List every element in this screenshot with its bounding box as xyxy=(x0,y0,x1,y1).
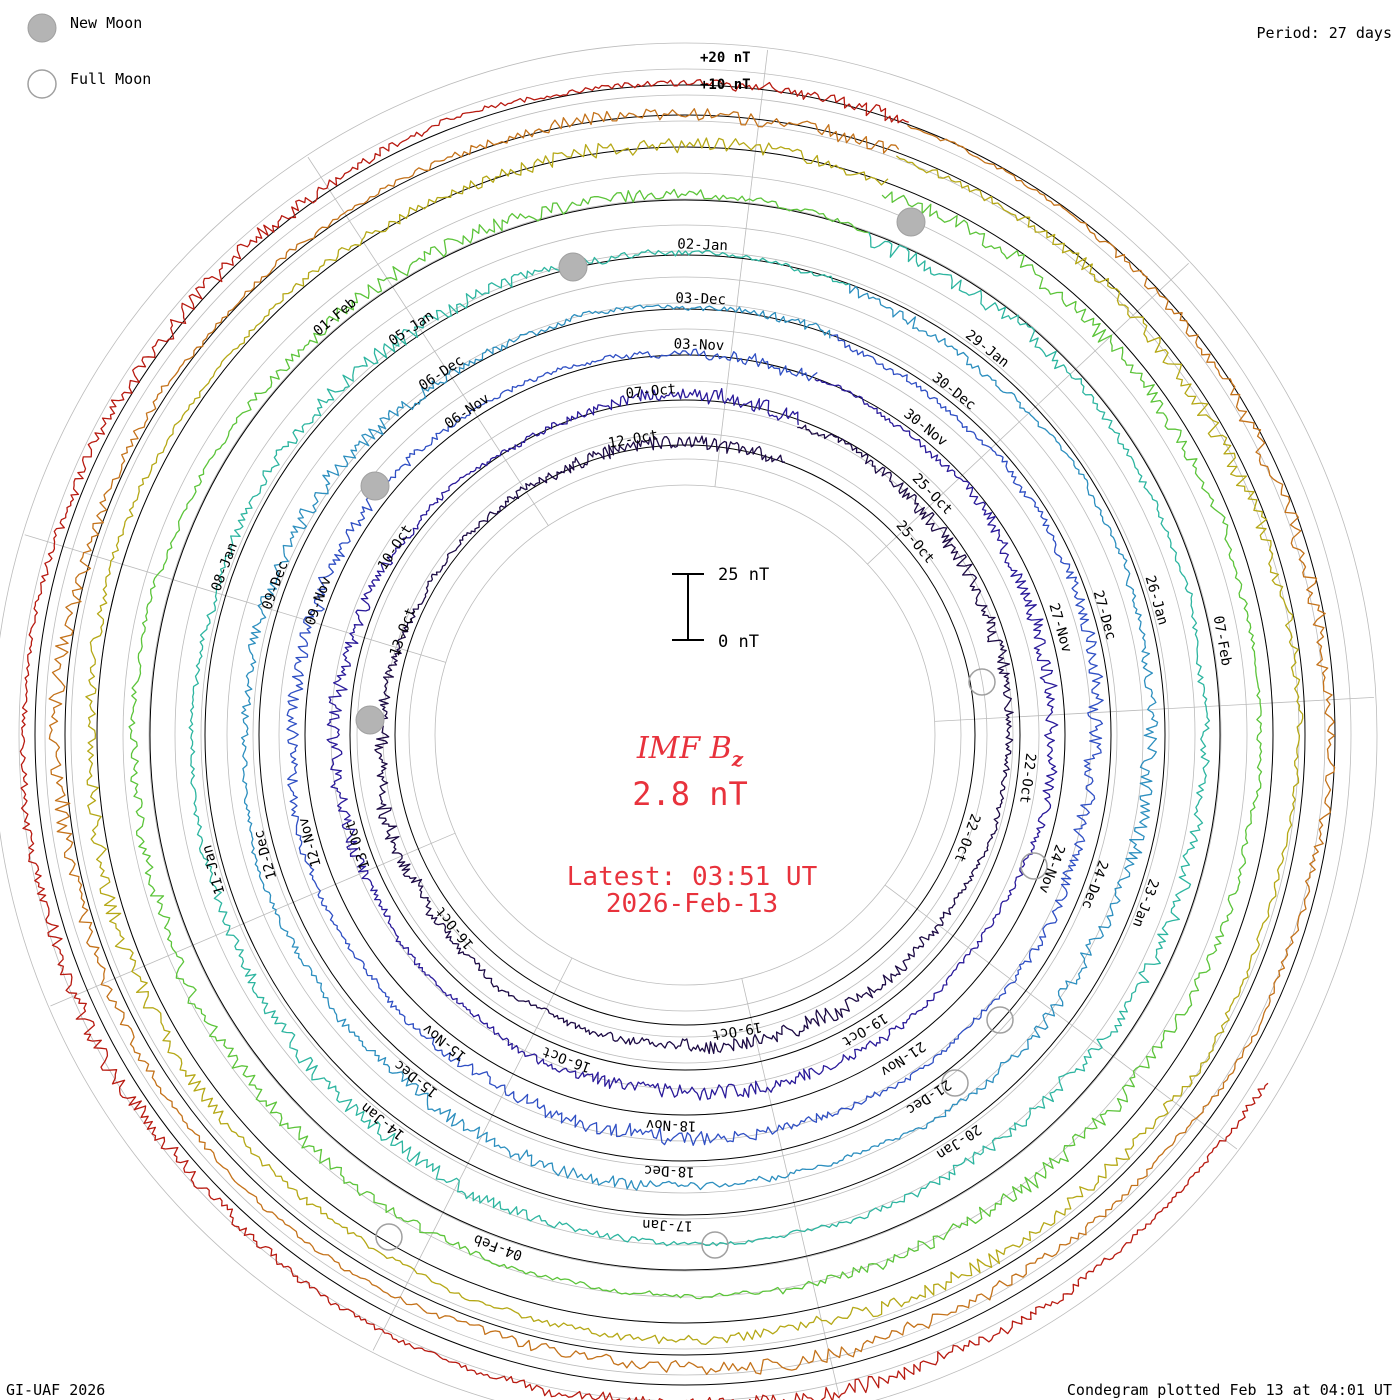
new-moon-marker xyxy=(558,252,588,282)
zero-ring xyxy=(149,199,1221,1271)
grid-circle xyxy=(148,198,1222,1272)
date-label: 09-Dec xyxy=(259,559,291,612)
grid-circle xyxy=(252,302,1118,1168)
readout-value: 2.8 nT xyxy=(632,775,748,813)
date-label: 25-Oct xyxy=(909,471,956,518)
new-moon-marker xyxy=(355,705,385,735)
date-label: 25-Oct xyxy=(893,518,938,567)
grid-spoke xyxy=(50,832,456,1007)
grid-spoke xyxy=(934,696,1374,722)
grid-circle xyxy=(18,68,1352,1400)
date-label: 23-Jan xyxy=(1129,876,1161,929)
date-label: 07-Feb xyxy=(1210,615,1234,668)
zero-ring xyxy=(34,84,1336,1386)
scale-bar-bottom-label: 0 nT xyxy=(718,632,759,652)
new-moon-marker xyxy=(896,207,926,237)
date-label: 16-Oct xyxy=(433,903,478,952)
grid-circle xyxy=(174,224,1196,1246)
new-moon-legend-label: New Moon xyxy=(70,14,142,32)
center-readout: IMF Bz 2.8 nT Latest: 03:51 UT 2026-Feb-… xyxy=(567,731,818,919)
moon-layer xyxy=(355,207,1048,1259)
new-moon-legend-icon xyxy=(27,13,57,43)
date-label: 03-Nov xyxy=(673,336,724,354)
bz-trace-1 xyxy=(374,424,1014,1055)
full-moon-marker xyxy=(941,1069,969,1097)
full-moon-marker xyxy=(986,1006,1014,1034)
grid-spoke xyxy=(714,49,768,487)
legend: New Moon Full Moon xyxy=(27,13,151,99)
bz-trace-4 xyxy=(240,283,1159,1191)
date-label: 19-Oct xyxy=(710,1018,763,1042)
date-label: 03-Dec xyxy=(675,290,726,308)
zero-ring xyxy=(304,354,1066,1116)
date-label: 09-Nov xyxy=(302,575,334,628)
credit-label: GI-UAF 2026 xyxy=(6,1381,105,1399)
full-moon-marker xyxy=(375,1223,403,1251)
date-label: 18-Dec xyxy=(644,1162,695,1180)
grid-circle xyxy=(0,42,1378,1400)
grid-spoke xyxy=(741,978,841,1400)
outer-scale-label-10: +10 nT xyxy=(700,77,751,93)
readout-quantity-name: IMF B xyxy=(636,731,732,766)
grid-circle xyxy=(356,406,1014,1064)
date-label: 24-Nov xyxy=(1035,842,1067,895)
date-label: 01-Feb xyxy=(311,295,360,340)
readout-quantity: IMF Bz xyxy=(636,731,744,771)
full-moon-marker xyxy=(701,1231,729,1259)
scale-bar: 25 nT 0 nT xyxy=(672,565,769,652)
date-label: 17-Jan xyxy=(642,1216,693,1234)
bz-trace-9 xyxy=(19,79,1269,1400)
full-moon-legend-label: Full Moon xyxy=(70,70,151,88)
outer-scale-label-20: +20 nT xyxy=(700,50,751,66)
full-moon-marker xyxy=(968,668,996,696)
date-label: 22-Oct xyxy=(1016,752,1038,804)
date-label: 22-Oct xyxy=(951,811,983,864)
bz-trace-6 xyxy=(128,188,1263,1300)
grid-circle xyxy=(122,172,1248,1298)
readout-latest-time: Latest: 03:51 UT xyxy=(567,862,818,892)
date-label: 19-Oct xyxy=(839,1009,891,1049)
plotted-label: Condegram plotted Feb 13 at 04:01 UT xyxy=(1067,1381,1392,1399)
date-label: 08-Jan xyxy=(208,541,240,594)
scale-bar-top-label: 25 nT xyxy=(718,565,769,585)
full-moon-marker xyxy=(1020,852,1048,880)
date-label: 12-Oct xyxy=(607,427,660,451)
readout-latest-date: 2026-Feb-13 xyxy=(606,889,778,919)
zero-ring xyxy=(64,114,1306,1356)
bz-trace-2 xyxy=(326,378,1059,1101)
grid-circle xyxy=(382,432,988,1038)
grid-spoke xyxy=(307,156,549,526)
bz-trace-7 xyxy=(85,137,1304,1346)
grid-circle xyxy=(226,276,1144,1194)
date-label: 13-Oct xyxy=(387,606,419,659)
grid-spoke xyxy=(24,534,446,663)
grid-circle xyxy=(408,458,962,1012)
grid-spoke xyxy=(884,884,1238,1150)
readout-quantity-subscript: z xyxy=(731,747,744,771)
date-label: 02-Jan xyxy=(677,236,728,254)
date-label: 24-Dec xyxy=(1078,858,1110,911)
zero-ring xyxy=(204,254,1166,1216)
new-moon-marker xyxy=(360,471,390,501)
bz-trace-8 xyxy=(48,108,1336,1375)
date-label: 10-Oct xyxy=(375,522,416,573)
zero-ring xyxy=(349,399,1021,1071)
trace-layer xyxy=(19,79,1336,1400)
period-label: Period: 27 days xyxy=(1257,24,1392,42)
grid-circle xyxy=(330,380,1040,1090)
full-moon-legend-icon xyxy=(27,69,57,99)
grid-spoke xyxy=(372,957,573,1351)
grid-circle xyxy=(434,484,936,986)
date-label: 07-Oct xyxy=(625,381,677,402)
bz-trace-5 xyxy=(188,231,1211,1247)
grid-circle xyxy=(44,94,1326,1376)
bz-trace-3 xyxy=(286,334,1104,1146)
date-label: 18-Nov xyxy=(646,1116,697,1134)
